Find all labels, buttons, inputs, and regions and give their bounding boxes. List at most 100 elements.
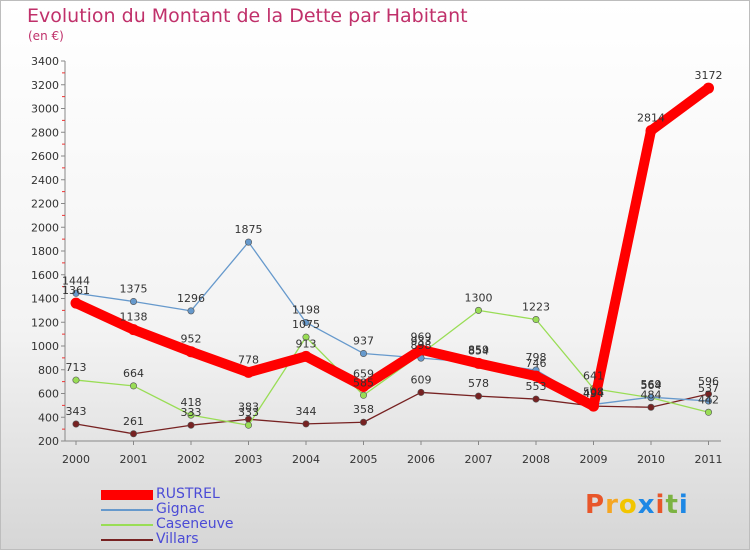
data-label: 537 (698, 382, 719, 395)
data-point (245, 421, 253, 429)
data-label: 609 (411, 373, 432, 386)
data-label: 596 (698, 375, 719, 388)
data-label: 952 (181, 333, 202, 346)
chart-title: Evolution du Montant de la Dette par Hab… (27, 5, 468, 27)
data-point (704, 408, 712, 416)
data-label: 1075 (292, 318, 320, 331)
legend-swatch (101, 489, 153, 500)
legend-label: Villars (156, 531, 199, 547)
x-tick-label: 2011 (695, 453, 723, 466)
y-tick-label: 1800 (31, 245, 59, 258)
data-label: 333 (181, 406, 202, 419)
data-label: 418 (181, 396, 202, 409)
data-label: 344 (296, 405, 317, 418)
data-point (128, 324, 139, 336)
data-point (70, 297, 82, 309)
data-point (474, 306, 482, 314)
data-point (130, 382, 138, 390)
legend-label: Gignac (156, 501, 205, 517)
legend-label: RUSTREL (156, 486, 220, 502)
data-label: 937 (353, 334, 374, 347)
data-point (359, 391, 367, 399)
data-label: 798 (526, 351, 547, 364)
y-tick-label: 3200 (31, 79, 59, 92)
data-label: 585 (353, 376, 374, 389)
proxiti-logo: Proxiti (585, 490, 689, 520)
data-label: 664 (123, 367, 144, 380)
x-tick-label: 2003 (235, 453, 263, 466)
data-point (474, 392, 482, 400)
data-label: 1296 (177, 292, 205, 305)
data-point (704, 390, 712, 398)
series-line (71, 83, 714, 412)
x-tick-label: 2002 (177, 453, 205, 466)
x-tick-label: 2005 (350, 453, 378, 466)
data-label: 913 (296, 337, 317, 350)
data-point (473, 357, 484, 369)
data-point (358, 380, 369, 392)
data-label: 569 (641, 378, 662, 391)
data-label: 261 (123, 415, 144, 428)
legend-label: Caseneuve (156, 516, 234, 532)
legend-swatch (101, 508, 153, 511)
data-point (300, 350, 312, 362)
data-point (532, 395, 540, 403)
legend-item: Villars (101, 532, 234, 547)
data-point (72, 289, 80, 297)
data-label: 2814 (637, 112, 665, 125)
data-label: 508 (583, 385, 604, 398)
data-point (130, 430, 138, 438)
data-point (530, 370, 542, 382)
data-label: 713 (66, 361, 87, 374)
data-point (187, 421, 195, 429)
y-tick-label: 2600 (31, 150, 59, 163)
data-point (703, 82, 714, 94)
chart-subtitle: (en €) (28, 29, 64, 43)
y-tick-label: 400 (38, 411, 59, 424)
data-label: 333 (238, 406, 259, 419)
data-point (302, 420, 310, 428)
y-tick-label: 1600 (31, 269, 59, 282)
data-point (647, 403, 655, 411)
y-tick-label: 2800 (31, 126, 59, 139)
x-tick-label: 2004 (292, 453, 320, 466)
data-label: 442 (698, 393, 719, 406)
legend-swatch (101, 523, 153, 526)
data-label: 484 (641, 388, 662, 401)
data-point (645, 125, 657, 137)
data-point (647, 393, 655, 401)
y-tick-label: 1400 (31, 293, 59, 306)
legend-item: Caseneuve (101, 517, 234, 532)
legend-item: RUSTREL (101, 487, 234, 502)
series-line (75, 241, 710, 406)
legend-swatch (101, 538, 153, 541)
data-point (588, 400, 599, 412)
series-line (75, 309, 710, 426)
data-label: 553 (526, 380, 547, 393)
x-tick-label: 2009 (580, 453, 608, 466)
x-tick-label: 2008 (522, 453, 550, 466)
y-tick-label: 3400 (31, 55, 59, 68)
data-label: 343 (66, 405, 87, 418)
y-tick-label: 800 (38, 364, 59, 377)
data-label: 933 (411, 335, 432, 348)
data-point (415, 344, 427, 356)
y-tick-label: 1200 (31, 316, 59, 329)
data-label: 1444 (62, 274, 90, 287)
x-tick-label: 2010 (637, 453, 665, 466)
data-label: 1875 (235, 223, 263, 236)
data-label: 898 (411, 339, 432, 352)
data-label: 1223 (522, 301, 550, 314)
x-tick-label: 2001 (120, 453, 148, 466)
data-label: 1300 (465, 291, 493, 304)
y-tick-label: 2400 (31, 174, 59, 187)
y-tick-label: 600 (38, 388, 59, 401)
data-point (302, 333, 310, 341)
data-label: 494 (583, 387, 604, 400)
legend-item: Gignac (101, 502, 234, 517)
data-point (185, 346, 197, 358)
data-label: 3172 (695, 69, 723, 82)
data-label: 969 (411, 331, 432, 344)
